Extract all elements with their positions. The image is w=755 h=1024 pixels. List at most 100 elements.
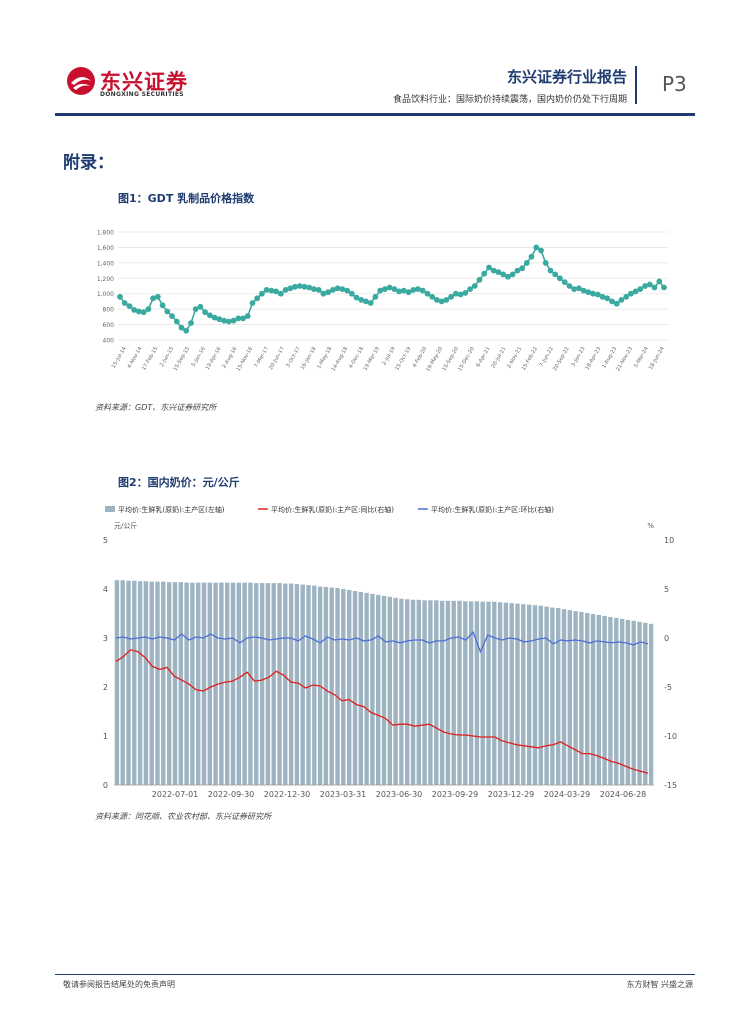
page-number: P3 bbox=[662, 72, 687, 96]
price-bar bbox=[120, 580, 125, 785]
data-point bbox=[533, 244, 540, 251]
legend-label: 平均价:生鲜乳(原奶):主产区:环比(右轴) bbox=[431, 505, 554, 514]
right-axis-unit: % bbox=[647, 522, 654, 530]
data-point bbox=[282, 287, 289, 293]
price-bar bbox=[556, 608, 561, 785]
footer-disclaimer: 敬请参阅报告结尾处的免责声明 bbox=[63, 980, 175, 989]
price-bar bbox=[416, 599, 422, 785]
data-point bbox=[259, 290, 265, 297]
x-tick-label: 2-Aug-16 bbox=[221, 346, 238, 370]
price-bar bbox=[631, 620, 636, 785]
data-point bbox=[396, 288, 402, 295]
price-bar bbox=[230, 582, 236, 785]
price-bar bbox=[579, 612, 584, 785]
data-point bbox=[609, 298, 615, 305]
figure1-source: 资料来源：GDT、东兴证券研究所 bbox=[95, 403, 217, 412]
data-point bbox=[244, 313, 251, 319]
price-bar bbox=[329, 587, 334, 785]
y-tick-label: 1,600 bbox=[97, 245, 114, 252]
left-y-tick-label: 2 bbox=[103, 683, 108, 692]
data-point bbox=[571, 286, 577, 292]
price-bar bbox=[532, 605, 538, 785]
price-bar bbox=[190, 582, 195, 785]
data-point bbox=[561, 279, 568, 285]
data-point bbox=[618, 297, 625, 303]
data-point bbox=[235, 315, 242, 322]
price-bar bbox=[614, 617, 619, 785]
right-y-tick-label: -5 bbox=[664, 683, 672, 692]
data-point bbox=[429, 293, 436, 300]
x-tick-label: 2024-03-29 bbox=[544, 790, 591, 799]
x-tick-label: 15-Sep-15 bbox=[172, 346, 191, 372]
price-bar bbox=[521, 604, 526, 785]
logo-mark-icon bbox=[67, 67, 95, 95]
figure2-source: 资料来源：同花顺、农业农村部、东兴证券研究所 bbox=[95, 812, 271, 821]
x-tick-label: 19-Apr-16 bbox=[205, 346, 223, 371]
data-point bbox=[121, 300, 128, 306]
price-bar bbox=[463, 601, 468, 786]
x-tick-label: 2023-09-29 bbox=[432, 790, 479, 799]
legend-label: 平均价:生鲜乳(原奶):主产区(左轴) bbox=[118, 505, 225, 514]
x-tick-label: 2022-09-30 bbox=[208, 790, 255, 799]
price-bar bbox=[306, 585, 311, 785]
price-bar bbox=[497, 602, 503, 785]
data-point bbox=[154, 293, 161, 300]
data-point bbox=[656, 278, 663, 285]
yoy-line bbox=[115, 649, 649, 774]
price-bar bbox=[439, 600, 445, 785]
price-bar bbox=[149, 581, 154, 785]
data-point bbox=[467, 286, 473, 292]
data-point bbox=[301, 283, 308, 290]
x-tick-label: 15-Oct-19 bbox=[394, 346, 412, 372]
data-point bbox=[542, 260, 549, 266]
data-point bbox=[344, 287, 350, 294]
x-tick-label: 2-Jun-15 bbox=[159, 346, 175, 368]
data-point bbox=[287, 285, 294, 292]
data-point bbox=[202, 309, 208, 316]
data-point bbox=[448, 293, 454, 300]
data-point bbox=[500, 271, 507, 278]
data-point bbox=[211, 314, 218, 321]
data-point bbox=[434, 297, 440, 303]
right-y-tick-label: 5 bbox=[664, 585, 669, 594]
data-point bbox=[254, 295, 261, 302]
x-tick-label: 2022-12-30 bbox=[264, 790, 311, 799]
x-tick-label: 1-Aug-23 bbox=[601, 346, 618, 370]
data-point bbox=[651, 284, 658, 291]
data-point bbox=[391, 286, 398, 292]
data-point bbox=[263, 287, 270, 293]
data-point bbox=[604, 295, 611, 302]
price-bar bbox=[399, 598, 404, 785]
price-bar bbox=[405, 599, 410, 785]
price-bar bbox=[143, 581, 149, 785]
price-bar bbox=[155, 581, 160, 785]
data-point bbox=[277, 290, 284, 297]
data-point bbox=[126, 303, 133, 309]
price-bar bbox=[259, 583, 265, 785]
price-bar bbox=[428, 600, 433, 785]
x-tick-label: 20-Jun-17 bbox=[268, 346, 286, 371]
data-point bbox=[410, 287, 417, 293]
price-bar bbox=[335, 588, 340, 785]
data-point bbox=[268, 287, 275, 294]
data-point bbox=[505, 273, 511, 280]
data-point bbox=[292, 283, 298, 290]
data-point bbox=[386, 284, 393, 291]
data-point bbox=[490, 267, 497, 274]
data-point bbox=[173, 318, 180, 325]
price-bar bbox=[608, 616, 613, 785]
price-bar bbox=[271, 583, 276, 785]
data-point bbox=[642, 283, 648, 289]
y-tick-label: 1,400 bbox=[97, 260, 114, 267]
price-bar bbox=[114, 580, 120, 785]
x-tick-label: 4-Dec-18 bbox=[348, 346, 365, 370]
price-bar bbox=[422, 600, 427, 785]
x-tick-label: 20-Jul-21 bbox=[491, 346, 508, 369]
figure2-title: 图2：国内奶价：元/公斤 bbox=[118, 476, 240, 489]
header-divider bbox=[635, 66, 637, 104]
data-point bbox=[457, 291, 464, 298]
price-bar bbox=[573, 611, 578, 785]
gdt-price-index-chart: 1,800 1,600 1,400 1,200 1,000 800 600 40015-Jul… bbox=[97, 230, 668, 373]
data-point bbox=[481, 270, 488, 277]
price-bar bbox=[184, 582, 189, 785]
